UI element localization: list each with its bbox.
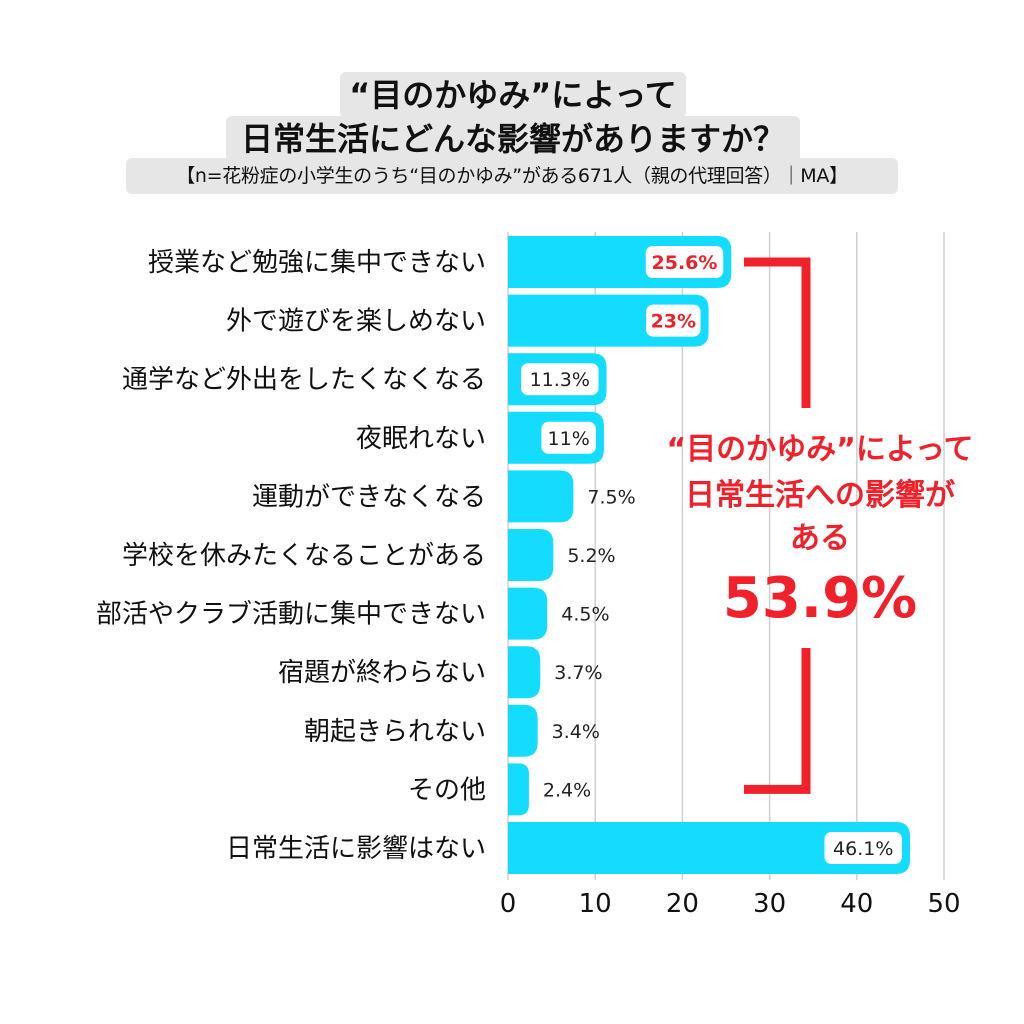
value-label-box — [646, 304, 701, 337]
x-tick-label: 50 — [927, 889, 960, 919]
annotation-percent: 53.9% — [722, 566, 918, 631]
value-label-box — [645, 246, 724, 278]
value-label: 46.1% — [833, 838, 893, 860]
value-label: 11% — [548, 428, 590, 450]
category-label: 部活やクラブ活動に集中できない — [96, 600, 486, 630]
bar — [508, 763, 529, 816]
chart-title-line1: “目のかゆみ”によって — [340, 72, 686, 118]
bar — [508, 470, 574, 523]
category-label: 授業など勉強に集中できない — [148, 248, 486, 278]
value-label: 3.4% — [552, 721, 600, 743]
category-label: 通学など外出をしたくなくなる — [122, 365, 486, 395]
x-tick-label: 10 — [579, 889, 612, 919]
category-label: その他 — [408, 775, 486, 805]
bar — [508, 704, 538, 757]
bracket-top — [744, 257, 811, 408]
value-label: 7.5% — [587, 486, 635, 508]
value-label: 5.2% — [567, 545, 615, 567]
value-label: 2.4% — [543, 779, 591, 801]
value-labels: 25.6% 23% 11.3% 11% 7.5% 5.2% 4.5% 3.7% 3.4% 2.4%… — [521, 246, 902, 864]
chart-subtitle: 【n=花粉症の小学生のうち“目のかゆみ”がある671人（親の代理回答）｜MA】 — [126, 158, 898, 194]
bar — [508, 822, 910, 874]
bar — [508, 646, 541, 699]
category-label: 外で遊びを楽しめない — [226, 307, 486, 337]
value-label: 3.7% — [554, 662, 602, 684]
category-label: 学校を休みたくなることがある — [122, 541, 486, 571]
x-axis-ticks: 0 10 20 30 40 50 — [500, 889, 961, 919]
value-label: 25.6% — [652, 252, 718, 274]
value-label: 11.3% — [530, 369, 590, 391]
bracket-bottom — [744, 648, 811, 794]
category-label: 朝起きられない — [304, 717, 486, 747]
annotation-line1: “目のかゆみ”によって — [666, 432, 974, 467]
value-label: 4.5% — [561, 604, 609, 626]
bar — [508, 587, 548, 640]
value-label-box — [541, 421, 596, 454]
category-labels: 授業など勉強に集中できない外で遊びを楽しめない通学など外出をしたくなくなる夜眠れ… — [96, 248, 486, 864]
x-tick-label: 40 — [840, 889, 873, 919]
value-label-box — [824, 832, 902, 864]
x-tick-label: 20 — [666, 889, 699, 919]
annotation-line2: 日常生活への影響が — [685, 478, 955, 513]
value-label-box — [521, 363, 599, 396]
category-label: 運動ができなくなる — [252, 482, 486, 512]
bar — [508, 529, 554, 581]
x-tick-label: 0 — [500, 889, 517, 919]
category-label: 日常生活に影響はない — [226, 834, 486, 864]
value-label: 23% — [651, 311, 696, 333]
x-tick-label: 30 — [753, 889, 786, 919]
category-label: 宿題が終わらない — [278, 658, 486, 688]
chart-title-line2: 日常生活にどんな影響がありますか？ — [226, 116, 800, 162]
annotation-line3: ある — [790, 521, 850, 556]
category-label: 夜眠れない — [356, 424, 486, 454]
bracket — [744, 257, 811, 794]
